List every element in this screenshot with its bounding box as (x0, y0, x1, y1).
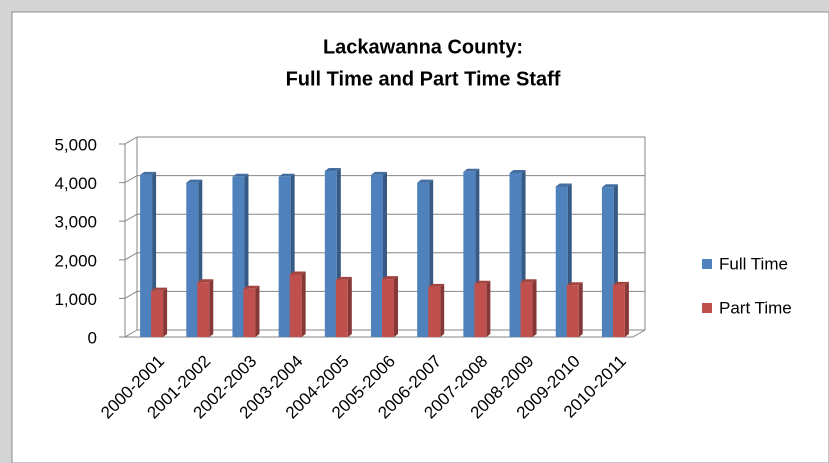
grid-line (124, 329, 138, 338)
bar (555, 186, 568, 337)
bar (140, 174, 153, 337)
bar-top (463, 168, 480, 172)
bar (509, 172, 522, 337)
y-tick-label: 2,000 (54, 251, 97, 270)
bar-top (151, 287, 168, 291)
bar (243, 288, 256, 337)
bar (197, 282, 210, 337)
bar-side (532, 279, 537, 337)
bar-top (520, 279, 537, 283)
y-tick-label: 1,000 (54, 290, 97, 309)
bar (232, 176, 245, 337)
bar-side (394, 276, 398, 337)
chart-title: Lackawanna County: (323, 36, 523, 58)
bar-side (255, 285, 260, 337)
axis-line (632, 329, 646, 338)
bar (335, 279, 348, 337)
y-tick-label: 5,000 (54, 135, 97, 154)
bar-side (440, 283, 445, 337)
bar (601, 187, 614, 337)
grid-line (124, 290, 138, 299)
bar (151, 290, 164, 337)
bar-top (324, 168, 341, 172)
bar-top (474, 280, 491, 284)
bar (428, 286, 441, 337)
y-tick-label: 4,000 (54, 174, 97, 193)
bar-side (578, 282, 583, 337)
bar (566, 285, 579, 337)
bar (520, 282, 533, 337)
bar-side (486, 280, 491, 337)
bar-top (371, 171, 387, 175)
grid-line (124, 136, 138, 145)
grid-line (124, 175, 138, 184)
bar-top (335, 276, 352, 280)
bar-top (278, 173, 295, 177)
bar-top (186, 179, 203, 183)
bar-top (197, 279, 214, 283)
legend-swatch (702, 259, 712, 269)
legend-label: Part Time (719, 298, 792, 317)
bar-top (243, 285, 260, 289)
bar-side (163, 287, 168, 337)
bar-top (417, 179, 434, 183)
bar-top (382, 276, 398, 280)
bar-side (347, 276, 352, 337)
bar-top (601, 184, 618, 188)
bar-top (140, 171, 157, 175)
bar-top (428, 283, 445, 287)
bar-top (232, 173, 249, 177)
grid-line (124, 252, 138, 261)
bar (382, 279, 394, 337)
chart-title: Full Time and Part Time Staff (286, 68, 561, 90)
bar (463, 171, 476, 337)
bar-side (624, 281, 629, 337)
bar-top (289, 271, 306, 275)
legend-swatch (702, 303, 712, 313)
bar (186, 182, 199, 337)
bar (417, 182, 430, 337)
y-tick-label: 3,000 (54, 213, 97, 232)
bar-top (509, 169, 526, 173)
bar (324, 171, 337, 337)
bar (612, 284, 625, 337)
bar (474, 283, 487, 337)
bar-side (209, 279, 214, 337)
y-tick-label: 0 (88, 328, 97, 347)
bar (278, 176, 291, 337)
bar-top (566, 282, 583, 286)
grid-line (124, 213, 138, 222)
bar-side (301, 271, 306, 337)
bar (371, 174, 383, 337)
bar (289, 274, 302, 337)
bar-top (612, 281, 629, 285)
bar-top (555, 183, 572, 187)
legend-label: Full Time (719, 254, 788, 273)
